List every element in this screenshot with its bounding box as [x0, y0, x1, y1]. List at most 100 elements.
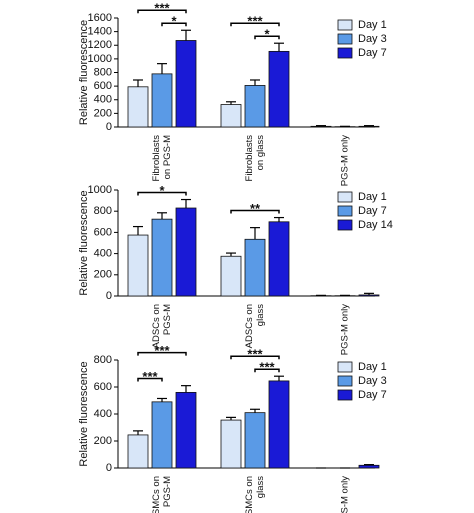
x-tick-label: ADSCs on — [151, 304, 162, 348]
x-tick-label: glass — [255, 476, 266, 498]
legend-label: Day 1 — [358, 19, 387, 31]
bar — [268, 221, 290, 297]
significance-label: * — [159, 183, 165, 198]
error-bar — [274, 42, 284, 52]
significance-bracket — [254, 368, 280, 373]
y-tick-label: 800 — [94, 66, 112, 78]
y-tick-label: 0 — [106, 121, 112, 133]
significance-bracket — [137, 191, 187, 196]
bar — [220, 104, 242, 128]
legend-swatch — [337, 389, 353, 401]
x-tick-label: Fibroblasts — [244, 135, 255, 182]
x-tick-label: SMCs on — [244, 476, 255, 513]
significance-label: * — [264, 27, 270, 42]
legend-swatch — [337, 219, 353, 231]
legend-label: Day 1 — [358, 361, 387, 373]
legend-label: Day 7 — [358, 205, 387, 217]
legend-label: Day 7 — [358, 47, 387, 59]
bar — [151, 218, 173, 297]
error-bar — [157, 63, 167, 74]
error-bar — [250, 227, 260, 240]
significance-label: *** — [142, 369, 158, 384]
x-tick-label: on glass — [255, 135, 266, 171]
bar — [310, 125, 332, 128]
bar — [268, 380, 290, 469]
bar — [244, 238, 266, 297]
bar — [151, 401, 173, 469]
y-tick-label: 0 — [106, 462, 112, 474]
significance-bracket — [137, 9, 187, 14]
y-tick-label: 400 — [94, 408, 112, 420]
significance-bracket — [137, 351, 187, 356]
legend-label: Day 3 — [358, 375, 387, 387]
error-bar — [364, 292, 374, 295]
legend-label: Day 7 — [358, 389, 387, 401]
significance-bracket — [230, 209, 280, 214]
error-bar — [250, 408, 260, 413]
error-bar — [274, 216, 284, 222]
significance-label: *** — [154, 1, 170, 16]
bar — [175, 40, 197, 128]
bar — [127, 234, 149, 297]
x-tick-label: PGS-M only — [340, 135, 351, 186]
x-tick-label: PGS-M — [162, 476, 173, 507]
bar — [358, 294, 380, 297]
x-tick-label: PGS-M only — [340, 476, 351, 513]
error-bar — [157, 212, 167, 220]
bar — [127, 86, 149, 128]
significance-label: * — [171, 14, 177, 29]
error-bar — [133, 225, 143, 236]
legend-label: Day 3 — [358, 33, 387, 45]
error-bar — [133, 430, 143, 435]
error-bar — [226, 252, 236, 257]
y-tick-label: 1000 — [88, 53, 112, 65]
error-bar — [226, 101, 236, 105]
y-tick-label: 200 — [94, 107, 112, 119]
y-axis-label: Relative fluorescence — [78, 361, 90, 466]
error-bar — [316, 125, 326, 127]
y-tick-label: 1600 — [88, 12, 112, 24]
y-tick-label: 1400 — [88, 26, 112, 38]
bar — [358, 464, 380, 469]
bar — [175, 391, 197, 469]
legend-swatch — [337, 191, 353, 203]
error-bar — [181, 198, 191, 209]
bar — [244, 85, 266, 128]
legend-swatch — [337, 33, 353, 45]
significance-bracket — [254, 35, 280, 40]
bar — [244, 412, 266, 469]
significance-bracket — [161, 22, 187, 27]
error-bar — [364, 125, 374, 127]
significance-label: *** — [247, 14, 263, 29]
bar — [127, 434, 149, 469]
y-tick-label: 1000 — [88, 184, 112, 196]
legend-swatch — [337, 205, 353, 217]
y-axis-label: Relative fluorescence — [78, 20, 90, 125]
y-tick-label: 800 — [94, 354, 112, 366]
error-bar — [364, 464, 374, 466]
y-tick-label: 600 — [94, 381, 112, 393]
x-tick-label: Fibroblasts — [151, 135, 162, 182]
error-bar — [181, 385, 191, 393]
legend-swatch — [337, 47, 353, 59]
significance-bracket — [137, 377, 163, 382]
legend-label: Day 1 — [358, 191, 387, 203]
legend-swatch — [337, 361, 353, 373]
legend-swatch — [337, 375, 353, 387]
error-bar — [250, 79, 260, 86]
error-bar — [181, 29, 191, 41]
x-tick-label: PGS-M only — [340, 304, 351, 355]
y-tick-label: 0 — [106, 290, 112, 302]
x-tick-label: PGS-M — [162, 304, 173, 335]
bar — [268, 50, 290, 128]
y-tick-label: 400 — [94, 94, 112, 106]
y-tick-label: 200 — [94, 435, 112, 447]
bar — [175, 207, 197, 297]
error-bar — [274, 375, 284, 381]
chart: Relative fluorescence 0 200 400 600 800 SMCs o… — [78, 343, 387, 513]
error-bar — [226, 416, 236, 421]
significance-label: *** — [154, 343, 170, 358]
y-axis-label: Relative fluorescence — [78, 190, 90, 295]
significance-label: *** — [259, 360, 275, 375]
